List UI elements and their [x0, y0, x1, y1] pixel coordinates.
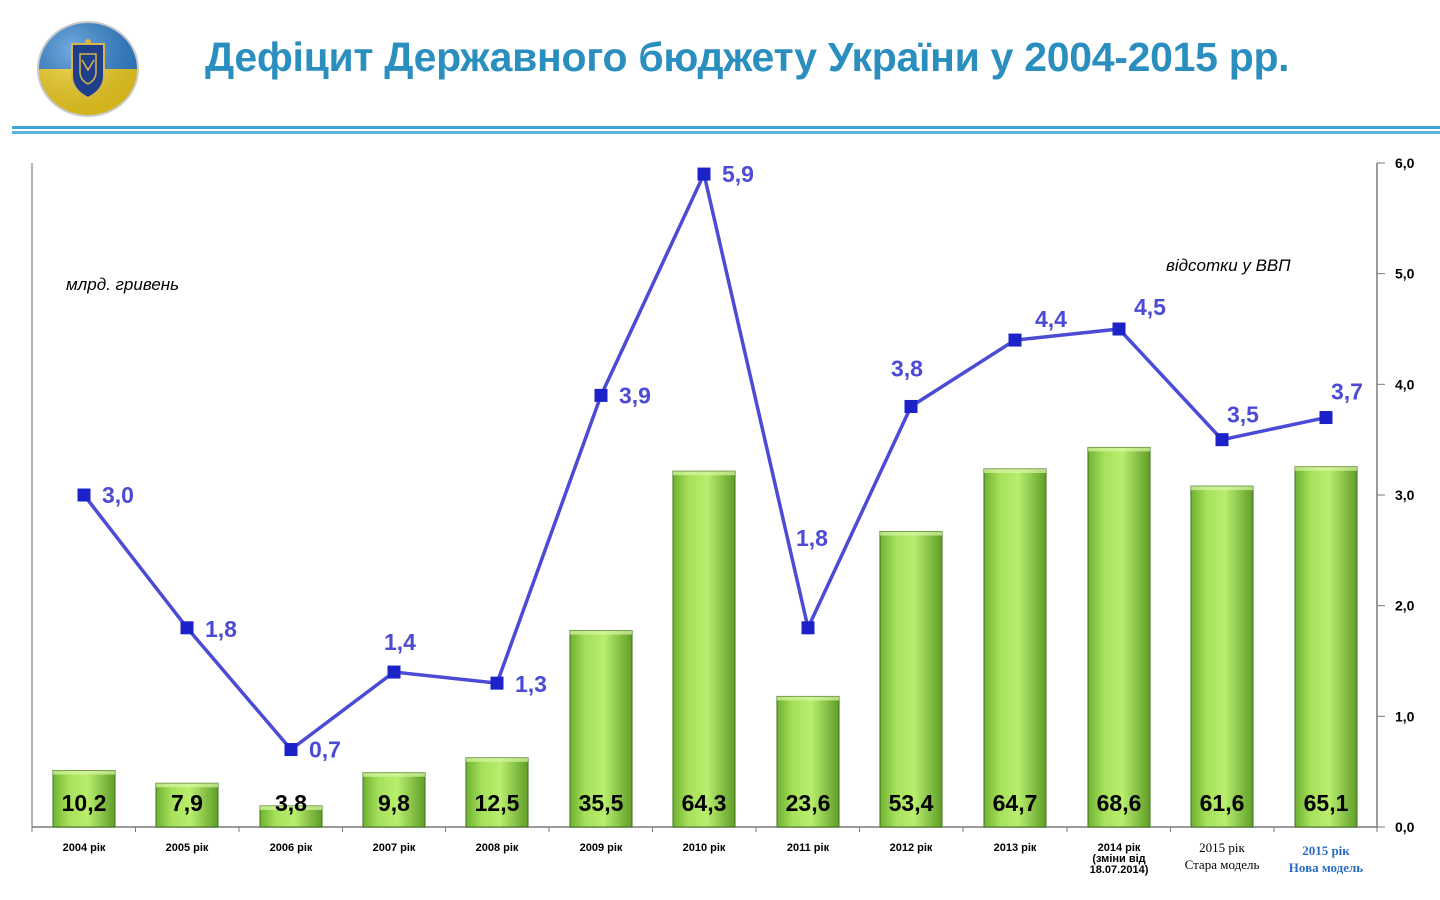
line-point-marker: [1319, 411, 1333, 425]
right-axis-tick-label: 3,0: [1395, 487, 1415, 503]
line-point-label: 0,7: [309, 737, 341, 763]
bar: [465, 757, 529, 828]
category-label: 2005 рік: [166, 842, 209, 854]
bar-top-highlight: [1088, 447, 1150, 452]
bar-value-label: 64,3: [682, 790, 727, 816]
line-point-label: 3,9: [619, 382, 651, 408]
right-axis-tick-label: 0,0: [1395, 819, 1415, 835]
category-label: 2004 рік: [63, 842, 106, 854]
right-axis-tick-label: 4,0: [1395, 376, 1415, 392]
bar-value-label: 61,6: [1200, 790, 1245, 816]
bar-value-label: 53,4: [889, 790, 934, 816]
bar-top-highlight: [880, 531, 942, 536]
bar: [983, 468, 1047, 828]
right-axis-unit-label: відсотки у ВВП: [1166, 256, 1291, 275]
line-point-label: 3,8: [891, 355, 923, 381]
bar-top-highlight: [1191, 486, 1253, 491]
bar: [776, 695, 840, 828]
category-label: 2009 рік: [580, 842, 623, 854]
page-title: Дефіцит Державного бюджету України у 200…: [205, 34, 1290, 80]
bar-top-highlight: [777, 696, 839, 701]
line-point-marker: [1215, 433, 1229, 447]
line-point-label: 1,8: [796, 525, 828, 551]
line-point-marker: [594, 388, 608, 402]
line-point-marker: [387, 665, 401, 679]
line-point-label: 3,5: [1227, 402, 1259, 428]
right-axis-tick-label: 6,0: [1395, 155, 1415, 171]
line-point-marker: [180, 621, 194, 635]
bar-top-highlight: [53, 770, 115, 775]
right-axis-tick-label: 1,0: [1395, 708, 1415, 724]
line-point-marker: [490, 676, 504, 690]
bar: [52, 770, 116, 828]
category-label: 2012 рік: [890, 842, 933, 854]
university-logo: [37, 21, 139, 117]
line-point-label: 4,5: [1134, 294, 1166, 320]
bar: [1087, 446, 1151, 828]
line-point-label: 1,8: [205, 616, 237, 642]
university-emblem-icon: [71, 39, 105, 100]
category-label: 2011 рік: [787, 842, 830, 854]
bar: [1190, 485, 1254, 828]
right-axis-tick-label: 5,0: [1395, 266, 1415, 282]
bar-top-highlight: [570, 630, 632, 635]
bar-value-label: 12,5: [475, 790, 520, 816]
left-axis-unit-label: млрд. гривень: [66, 275, 179, 294]
bar-top-highlight: [673, 471, 735, 476]
bar-value-label: 68,6: [1097, 790, 1142, 816]
category-label: 2015 рік: [1302, 843, 1350, 858]
right-axis-tick-label: 2,0: [1395, 598, 1415, 614]
category-label: Стара модель: [1185, 857, 1260, 872]
category-label: 2007 рік: [373, 842, 416, 854]
bar: [1294, 466, 1358, 828]
line-point-label: 3,0: [102, 482, 134, 508]
bar-value-label: 10,2: [62, 790, 107, 816]
bar-value-label: 7,9: [171, 790, 203, 816]
bar-top-highlight: [260, 805, 322, 810]
title-divider: [12, 126, 1440, 134]
category-label: 2010 рік: [683, 842, 726, 854]
category-label: 2015 рік: [1199, 840, 1245, 855]
bar: [569, 630, 633, 828]
bar: [155, 782, 219, 828]
line-point-marker: [697, 167, 711, 181]
line-point-label: 1,4: [384, 629, 416, 655]
category-label: 2014 рік: [1098, 842, 1141, 854]
line-point-marker: [1008, 333, 1022, 347]
category-label: 2006 рік: [270, 842, 313, 854]
bar-value-label: 64,7: [993, 790, 1038, 816]
bar-top-highlight: [466, 757, 528, 762]
line-point-marker: [801, 621, 815, 635]
line-point-marker: [284, 743, 298, 757]
category-label: 18.07.2014): [1090, 864, 1149, 876]
bar-top-highlight: [156, 783, 218, 788]
bar-value-label: 23,6: [786, 790, 831, 816]
bar-value-label: 35,5: [579, 790, 624, 816]
category-label: Нова модель: [1289, 860, 1364, 875]
bar-value-label: 65,1: [1304, 790, 1349, 816]
category-label: 2008 рік: [476, 842, 519, 854]
bar: [879, 531, 943, 828]
bar: [672, 470, 736, 828]
bar-top-highlight: [1295, 466, 1357, 471]
line-point-marker: [1112, 322, 1126, 336]
line-point-marker: [904, 399, 918, 413]
line-point-label: 1,3: [515, 671, 547, 697]
line-point-label: 4,4: [1035, 306, 1067, 332]
bar-value-label: 9,8: [378, 790, 410, 816]
line-point-label: 3,7: [1331, 379, 1363, 405]
bar-top-highlight: [363, 772, 425, 777]
line-point-label: 5,9: [722, 161, 754, 187]
bar-top-highlight: [984, 468, 1046, 473]
bar-value-label: 3,8: [275, 790, 307, 816]
line-point-marker: [77, 488, 91, 502]
category-label: 2013 рік: [994, 842, 1037, 854]
category-label: (зміни від: [1092, 853, 1145, 865]
